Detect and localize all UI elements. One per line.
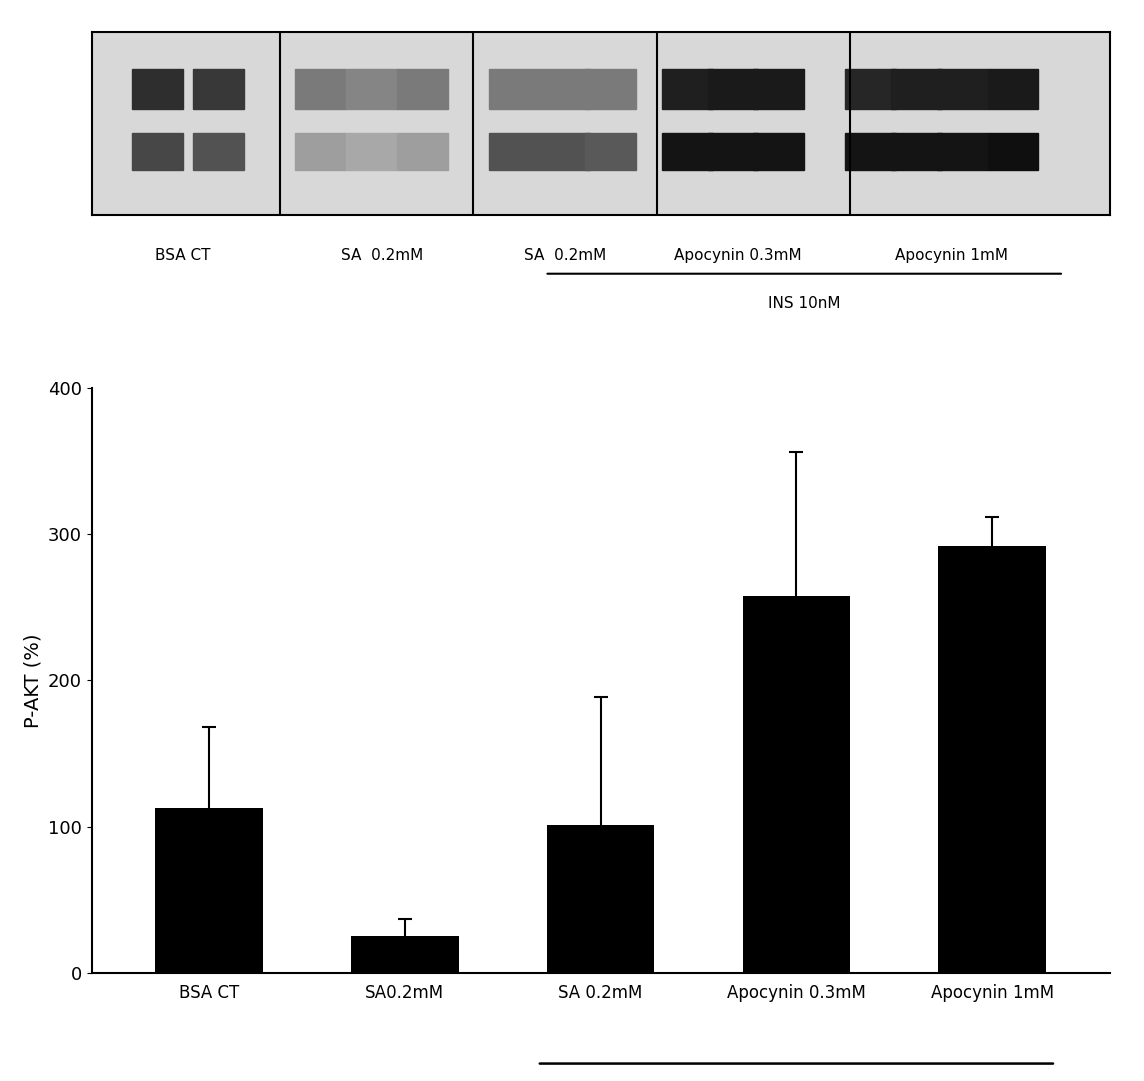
Bar — [586, 133, 636, 170]
Y-axis label: P-AKT (%): P-AKT (%) — [23, 633, 42, 728]
Bar — [193, 69, 245, 109]
Bar — [397, 69, 448, 109]
Bar — [586, 69, 636, 109]
Bar — [707, 69, 758, 109]
Text: Apocynin 1mM: Apocynin 1mM — [896, 249, 1008, 263]
Bar — [661, 69, 713, 109]
Bar — [295, 69, 347, 109]
Bar — [742, 596, 850, 973]
Bar — [345, 69, 397, 109]
Bar — [295, 133, 347, 170]
Bar — [707, 133, 758, 170]
Bar — [845, 69, 896, 109]
Bar — [540, 69, 590, 109]
Text: SA  0.2mM: SA 0.2mM — [341, 249, 423, 263]
Bar — [891, 69, 942, 109]
Bar — [938, 546, 1046, 973]
Text: INS 10nM: INS 10nM — [768, 295, 841, 310]
Bar — [937, 133, 987, 170]
Bar — [488, 69, 540, 109]
Bar — [754, 133, 804, 170]
Bar — [937, 69, 987, 109]
Bar — [156, 808, 263, 973]
Text: Apocynin 0.3mM: Apocynin 0.3mM — [674, 249, 802, 263]
Text: BSA CT: BSA CT — [156, 249, 210, 263]
Bar — [845, 133, 896, 170]
Bar — [345, 133, 397, 170]
Bar — [193, 133, 245, 170]
Bar — [397, 133, 448, 170]
Bar — [987, 133, 1039, 170]
Bar — [488, 133, 540, 170]
Bar — [351, 936, 459, 973]
Bar — [891, 133, 942, 170]
Bar — [133, 133, 183, 170]
Bar — [547, 825, 654, 973]
Bar — [987, 69, 1039, 109]
Bar — [133, 69, 183, 109]
Bar — [754, 69, 804, 109]
Bar — [661, 133, 713, 170]
Bar — [540, 133, 590, 170]
Text: SA  0.2mM: SA 0.2mM — [524, 249, 606, 263]
